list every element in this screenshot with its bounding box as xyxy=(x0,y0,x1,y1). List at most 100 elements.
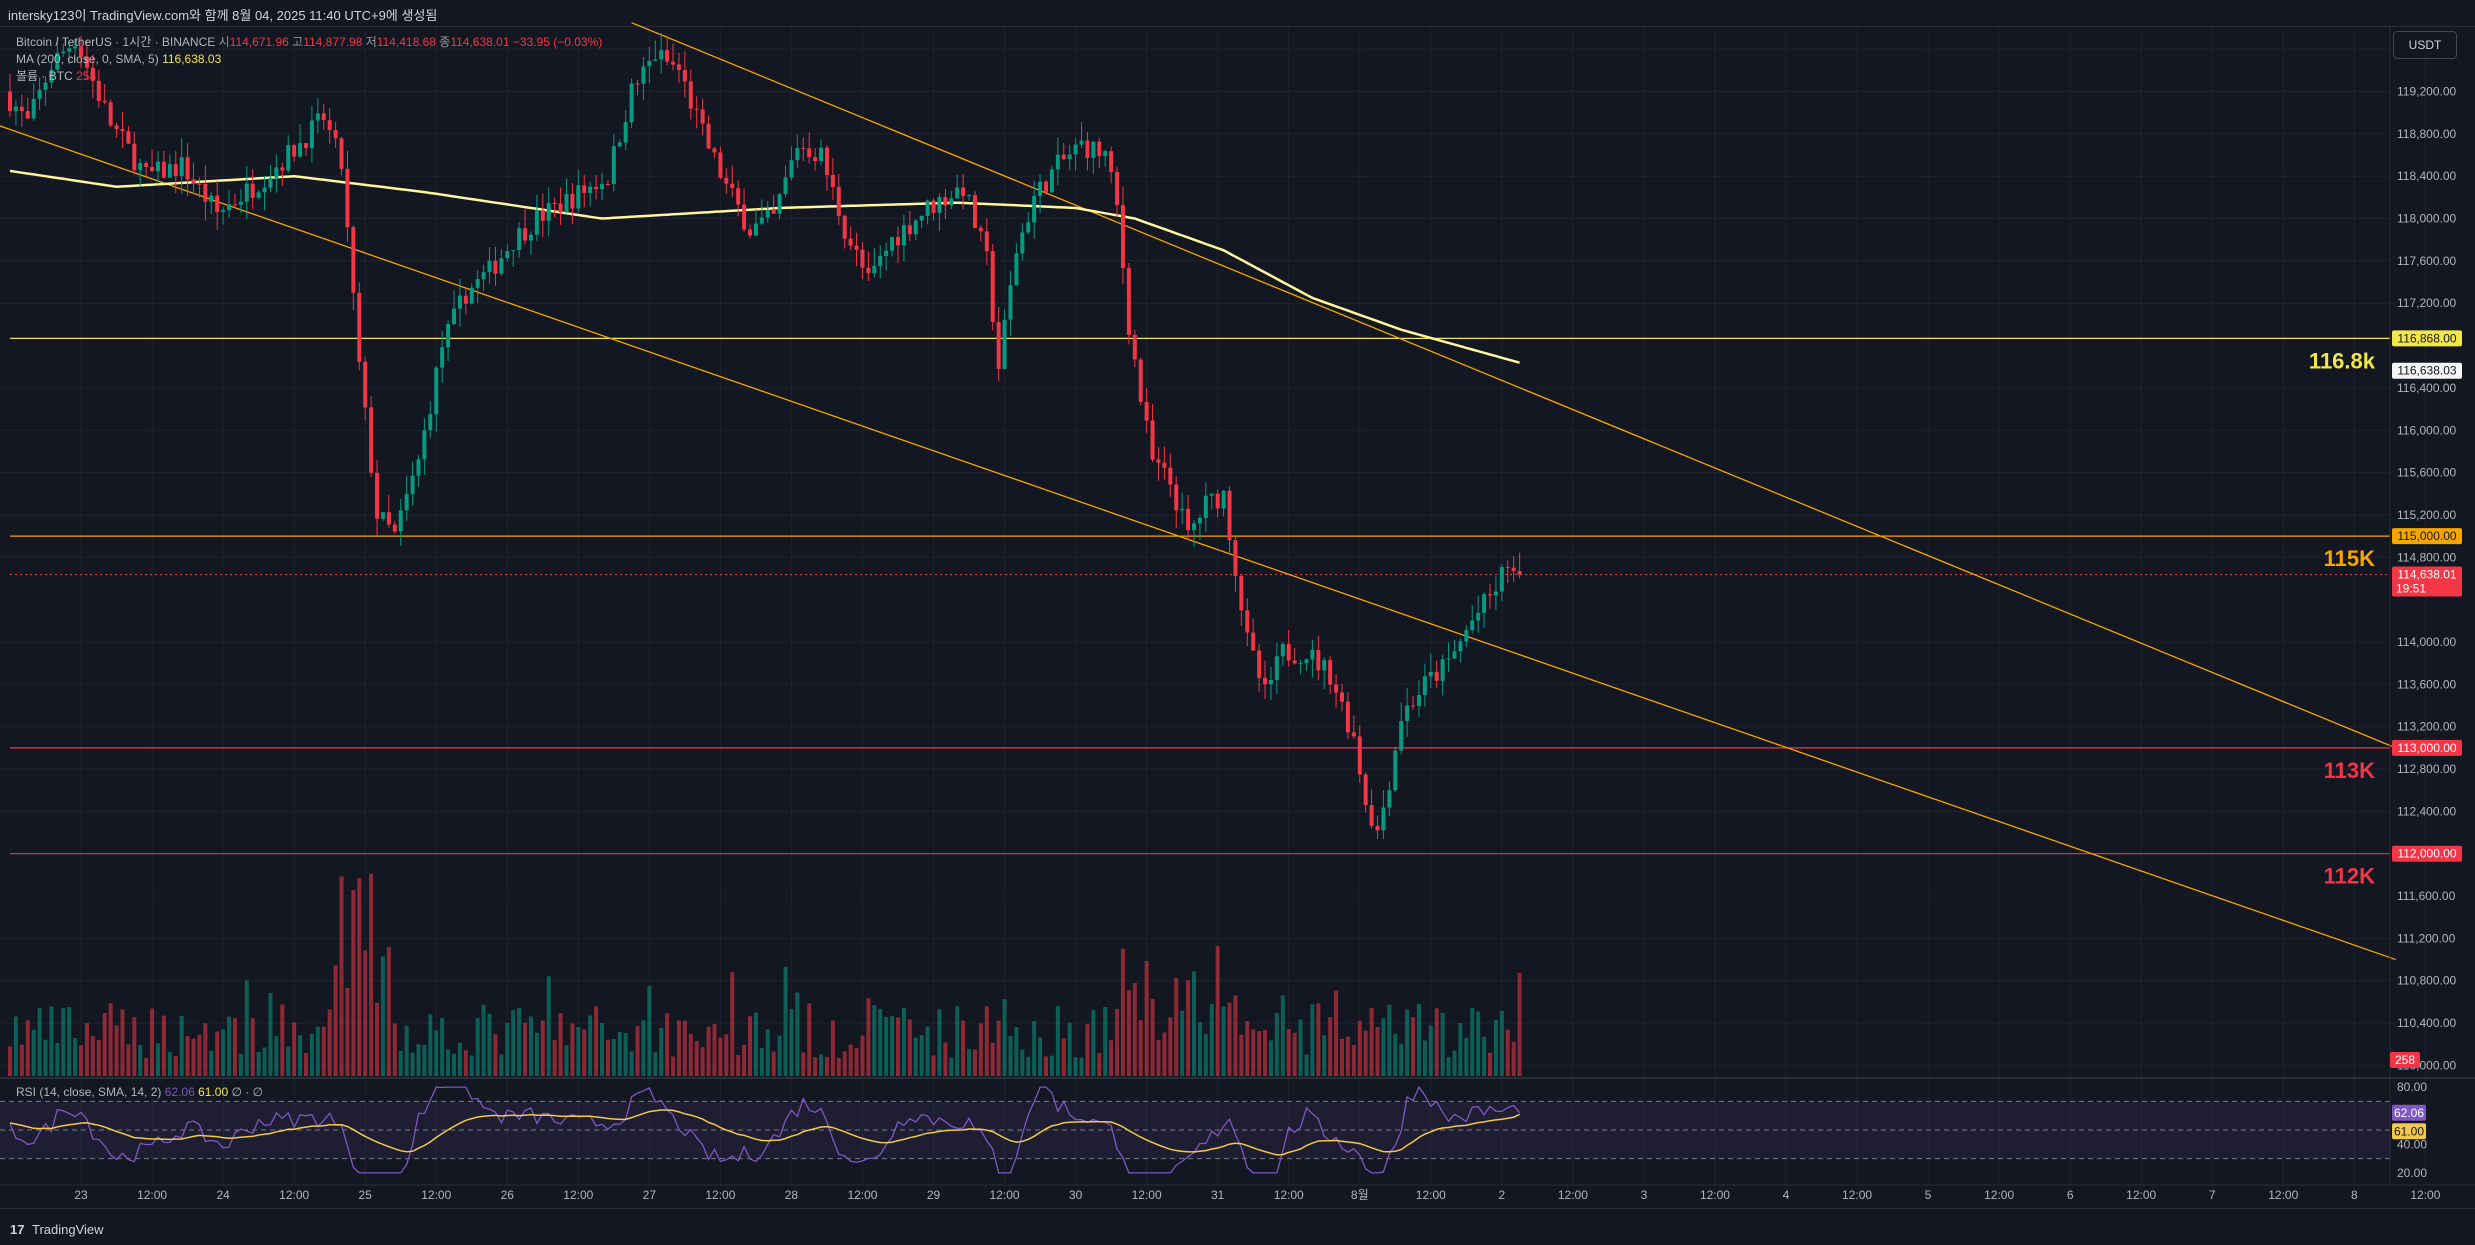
candle-body xyxy=(304,143,308,149)
volume-bar xyxy=(428,1014,433,1076)
volume-bar xyxy=(688,1033,693,1076)
volume-bar xyxy=(961,1020,966,1076)
candle-body xyxy=(854,245,859,250)
volume-bar xyxy=(605,1039,610,1076)
candle-body xyxy=(824,147,829,176)
candle-body xyxy=(1292,660,1297,664)
volume-bar xyxy=(446,1049,451,1076)
rsi-y-tick: 80.00 xyxy=(2397,1080,2427,1094)
volume-bar xyxy=(1103,1007,1108,1076)
volume-bar xyxy=(1263,1029,1268,1076)
volume-bar xyxy=(1499,1010,1504,1076)
level-tag: 115,000.00 xyxy=(2397,529,2456,543)
volume-bar xyxy=(611,1038,616,1076)
rsi-legend[interactable]: RSI (14, close, SMA, 14, 2) 62.06 61.00 … xyxy=(16,1085,263,1099)
volume-bar xyxy=(1399,1043,1404,1076)
volume-bar xyxy=(452,1053,456,1076)
candle-body xyxy=(13,106,18,112)
volume-bar xyxy=(375,1002,380,1076)
candle-body xyxy=(8,91,12,112)
level-tag-bg xyxy=(2392,528,2462,545)
candle-body xyxy=(1440,659,1445,681)
volume-bar xyxy=(203,1023,208,1076)
candle-body xyxy=(1150,420,1155,460)
candle-body xyxy=(463,295,468,304)
y-tick-label: 113,200.00 xyxy=(2397,720,2456,734)
volume-tag-bg xyxy=(2390,1052,2420,1068)
candle-body xyxy=(244,183,249,202)
candle-body xyxy=(1079,140,1084,145)
legend-ma-row[interactable]: MA (200, close, 0, SMA, 5) 116,638.03 xyxy=(16,51,602,68)
candle-body xyxy=(132,143,137,171)
legend-volume-value: 258 xyxy=(76,69,97,83)
volume-bar xyxy=(789,1009,794,1076)
volume-bar xyxy=(813,1057,818,1076)
volume-bar xyxy=(327,1009,332,1076)
level-label: 116.8k xyxy=(2309,348,2376,373)
volume-bar xyxy=(724,1034,729,1076)
footer-brand[interactable]: TradingView xyxy=(32,1222,104,1237)
volume-bar xyxy=(1470,1007,1475,1076)
rsi-icons: ∅ · ∅ xyxy=(231,1085,264,1099)
candle-body xyxy=(505,251,510,259)
volume-bar xyxy=(227,1016,232,1076)
volume-bar xyxy=(309,1033,314,1076)
x-tick-label: 3 xyxy=(1641,1188,1648,1202)
chart-legend: Bitcoin / TetherUS · 1시간 · BINANCE 시114,… xyxy=(16,34,602,85)
candle-body xyxy=(789,160,794,178)
volume-bar xyxy=(144,1057,149,1076)
x-tick-label: 12:00 xyxy=(1416,1188,1446,1202)
volume-bar xyxy=(150,1008,155,1076)
candle-body xyxy=(1251,632,1256,651)
volume-bar xyxy=(588,1015,593,1076)
candle-body xyxy=(1061,154,1066,160)
candle-body xyxy=(351,227,356,293)
ma-200-path xyxy=(9,169,1520,364)
y-tick-label: 110,400.00 xyxy=(2397,1016,2456,1030)
candle-body xyxy=(209,195,214,202)
candle-body xyxy=(452,308,456,325)
tradingview-logo-icon[interactable]: 17 xyxy=(10,1222,25,1237)
candle-body xyxy=(860,249,865,268)
volume-bar xyxy=(1038,1037,1043,1076)
x-tick-label: 5 xyxy=(1925,1188,1932,1202)
volume-bar xyxy=(842,1051,847,1076)
candle-body xyxy=(730,183,735,189)
legend-low: 114,418.68 xyxy=(376,35,436,49)
candle-body xyxy=(1411,705,1416,707)
candle-body xyxy=(623,122,628,143)
volume-bar xyxy=(238,1053,243,1076)
currency-button[interactable]: USDT xyxy=(2393,31,2457,59)
candle-body xyxy=(1488,594,1492,596)
candle-body xyxy=(511,250,516,252)
legend-volume-row[interactable]: 볼륨 · BTC 258 xyxy=(16,68,602,85)
volume-bar xyxy=(1168,1017,1173,1076)
volume-bar xyxy=(469,1055,474,1076)
volume-bar xyxy=(1493,1019,1498,1076)
volume-bar xyxy=(244,980,249,1076)
volume-bar xyxy=(1387,1004,1392,1076)
volume-bar xyxy=(120,1009,125,1076)
volume-bar xyxy=(1345,1036,1350,1076)
volume-bar xyxy=(1286,1029,1291,1076)
volume-bar xyxy=(369,873,374,1076)
volume-bar xyxy=(102,1012,107,1076)
volume-bar xyxy=(61,1008,66,1076)
rsi-ma-tag-bg xyxy=(2392,1123,2426,1140)
volume-bar xyxy=(96,1039,101,1076)
volume-bar xyxy=(1416,1004,1421,1076)
rsi-y-tick: 20.00 xyxy=(2397,1166,2427,1180)
legend-symbol[interactable]: Bitcoin / TetherUS · 1시간 · BINANCE xyxy=(16,35,216,49)
candle-body xyxy=(523,228,528,241)
candle-body xyxy=(742,204,747,230)
candle-body xyxy=(588,186,593,193)
candle-body xyxy=(659,50,664,60)
volume-bar xyxy=(665,1013,670,1076)
x-tick-label: 12:00 xyxy=(1274,1188,1304,1202)
volume-bar xyxy=(671,1056,676,1076)
volume-bar xyxy=(1428,1025,1433,1076)
candle-body xyxy=(369,407,374,473)
y-tick-label: 117,600.00 xyxy=(2397,254,2456,268)
candle-body xyxy=(576,185,581,209)
